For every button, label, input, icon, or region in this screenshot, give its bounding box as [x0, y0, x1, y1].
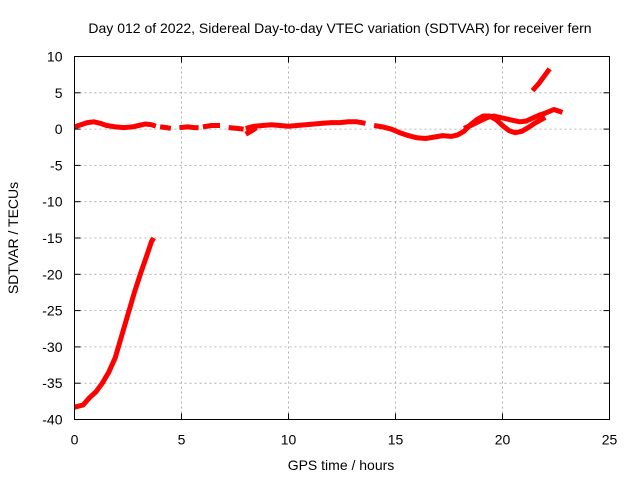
y-tick-label: -5: [50, 157, 63, 173]
series-line: [463, 107, 564, 131]
x-tick-label: 15: [388, 432, 404, 448]
y-axis-label: SDTVAR / TECUs: [5, 182, 21, 294]
x-tick-label: 0: [71, 432, 79, 448]
y-tick-label: 5: [55, 85, 63, 101]
x-tick-label: 5: [178, 432, 186, 448]
x-axis-label: GPS time / hours: [288, 457, 395, 473]
series-line: [244, 125, 258, 137]
x-tick-label: 20: [495, 432, 511, 448]
y-tick-label: -15: [42, 230, 62, 246]
y-tick-label: 0: [55, 121, 63, 137]
y-tick-label: -30: [42, 339, 62, 355]
series-line: [73, 236, 156, 410]
y-tick-label: -20: [42, 266, 62, 282]
x-tick-label: 10: [281, 432, 297, 448]
x-tick-label: 25: [602, 432, 618, 448]
grid-lines: [74, 56, 610, 420]
data-series: [73, 67, 564, 410]
series-line: [245, 119, 366, 131]
series-line: [73, 119, 157, 131]
series-line: [159, 124, 172, 131]
x-tick-labels: 0 5 10 15 20 25: [71, 432, 618, 448]
y-tick-labels: 10 5 0 -5 -10 -15 -20 -25 -30 -35 -40: [42, 49, 62, 428]
series-line: [202, 123, 220, 130]
y-tick-label: -35: [42, 375, 62, 391]
series-line: [228, 125, 244, 132]
chart-title: Day 012 of 2022, Sidereal Day-to-day VTE…: [88, 20, 591, 36]
y-tick-label: 10: [47, 49, 63, 65]
y-tick-label: -25: [42, 303, 62, 319]
y-tick-label: -10: [42, 194, 62, 210]
series-line: [530, 67, 552, 93]
axis-ticks: [74, 56, 610, 420]
series-line: [179, 124, 199, 131]
y-tick-label: -40: [42, 412, 62, 428]
